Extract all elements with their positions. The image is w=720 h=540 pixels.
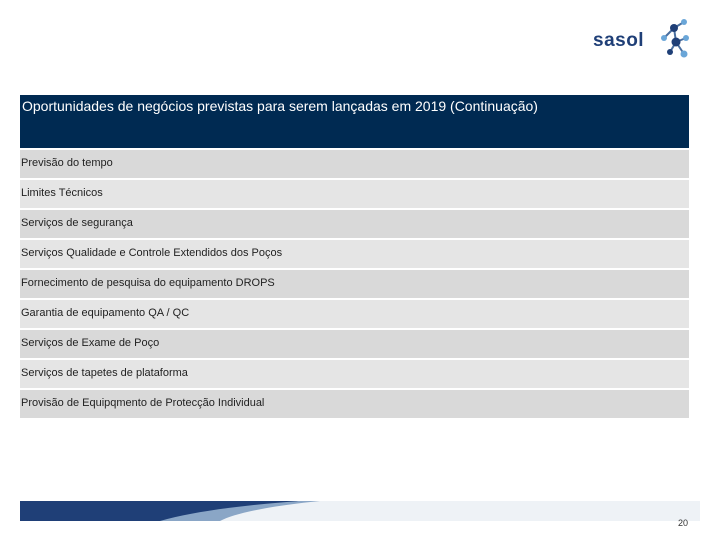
logo-wordmark: sasol xyxy=(593,30,645,51)
table-row: Serviços de segurança xyxy=(20,210,689,238)
table-row: Limites Técnicos xyxy=(20,180,689,208)
table-row: Garantia de equipamento QA / QC xyxy=(20,300,689,328)
footer-bar xyxy=(20,501,700,521)
table-row: Serviços de Exame de Poço xyxy=(20,330,689,358)
table-row: Serviços Qualidade e Controle Extendidos… xyxy=(20,240,689,268)
table-row: Fornecimento de pesquisa do equipamento … xyxy=(20,270,689,298)
molecule-icon xyxy=(661,19,689,58)
table-row: Provisão de Equipqmento de Protecção Ind… xyxy=(20,390,689,418)
table-header: Oportunidades de negócios previstas para… xyxy=(20,95,689,148)
table-row: Previsão do tempo xyxy=(20,150,689,178)
page-number: 20 xyxy=(677,518,688,528)
opportunities-table: Oportunidades de negócios previstas para… xyxy=(20,95,689,420)
sasol-logo: sasol xyxy=(588,16,700,64)
table-rows: Previsão do tempo Limites Técnicos Servi… xyxy=(20,150,689,418)
table-row: Serviços de tapetes de plataforma xyxy=(20,360,689,388)
